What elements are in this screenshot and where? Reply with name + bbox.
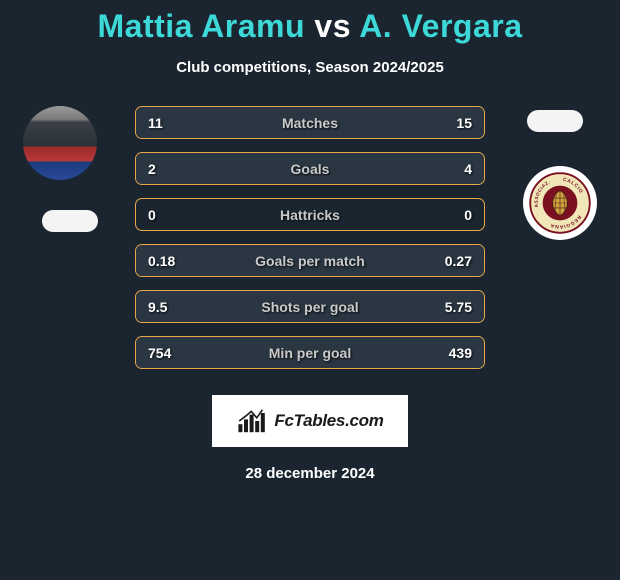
stat-value-left: 754 <box>148 345 171 361</box>
footer-date: 28 december 2024 <box>245 465 374 482</box>
source-logo-text: FcTables.com <box>274 411 383 431</box>
infographic-root: Mattia Aramu vs A. Vergara Club competit… <box>0 0 620 482</box>
stat-value-left: 2 <box>148 161 156 177</box>
stat-value-right: 4 <box>464 161 472 177</box>
stat-label: Shots per goal <box>261 299 358 315</box>
stat-value-right: 5.75 <box>445 299 472 315</box>
stat-value-left: 0 <box>148 207 156 223</box>
player1-avatar <box>23 106 97 180</box>
subtitle: Club competitions, Season 2024/2025 <box>176 59 444 76</box>
stat-bar: 2 4 Goals <box>135 152 485 185</box>
comparison-title: Mattia Aramu vs A. Vergara <box>97 8 522 45</box>
player1-country-badge <box>42 210 98 232</box>
stat-value-left: 9.5 <box>148 299 167 315</box>
club-crest-icon: CALCIO REGGIANA ASSOCIAZ. <box>529 172 591 234</box>
stat-label: Min per goal <box>269 345 351 361</box>
stat-bar: 0.18 0.27 Goals per match <box>135 244 485 277</box>
stat-bar: 754 439 Min per goal <box>135 336 485 369</box>
stat-label: Hattricks <box>280 207 340 223</box>
stat-bar: 9.5 5.75 Shots per goal <box>135 290 485 323</box>
player1-name: Mattia Aramu <box>97 8 305 44</box>
stat-value-right: 15 <box>456 115 472 131</box>
stats-column: 11 15 Matches 2 4 Goals 0 0 Hattricks 0.18 0.27 Goa… <box>135 106 485 369</box>
comparison-area: CALCIO REGGIANA ASSOCIAZ. 11 15 Matches 2 4 G… <box>0 106 620 369</box>
stat-label: Goals per match <box>255 253 365 269</box>
stat-label: Matches <box>282 115 338 131</box>
stat-bar-right-fill <box>251 153 484 184</box>
stat-value-right: 0 <box>464 207 472 223</box>
player2-club-crest: CALCIO REGGIANA ASSOCIAZ. <box>523 166 597 240</box>
stat-bar: 11 15 Matches <box>135 106 485 139</box>
stat-value-right: 0.27 <box>445 253 472 269</box>
stat-bar: 0 0 Hattricks <box>135 198 485 231</box>
player2-country-badge <box>527 110 583 132</box>
fctables-chart-icon <box>236 406 268 436</box>
stat-value-right: 439 <box>449 345 472 361</box>
player2-name: A. Vergara <box>359 8 522 44</box>
stat-value-left: 0.18 <box>148 253 175 269</box>
source-logo: FcTables.com <box>212 395 408 447</box>
stat-value-left: 11 <box>148 115 163 131</box>
stat-label: Goals <box>291 161 330 177</box>
vs-separator: vs <box>314 8 351 44</box>
